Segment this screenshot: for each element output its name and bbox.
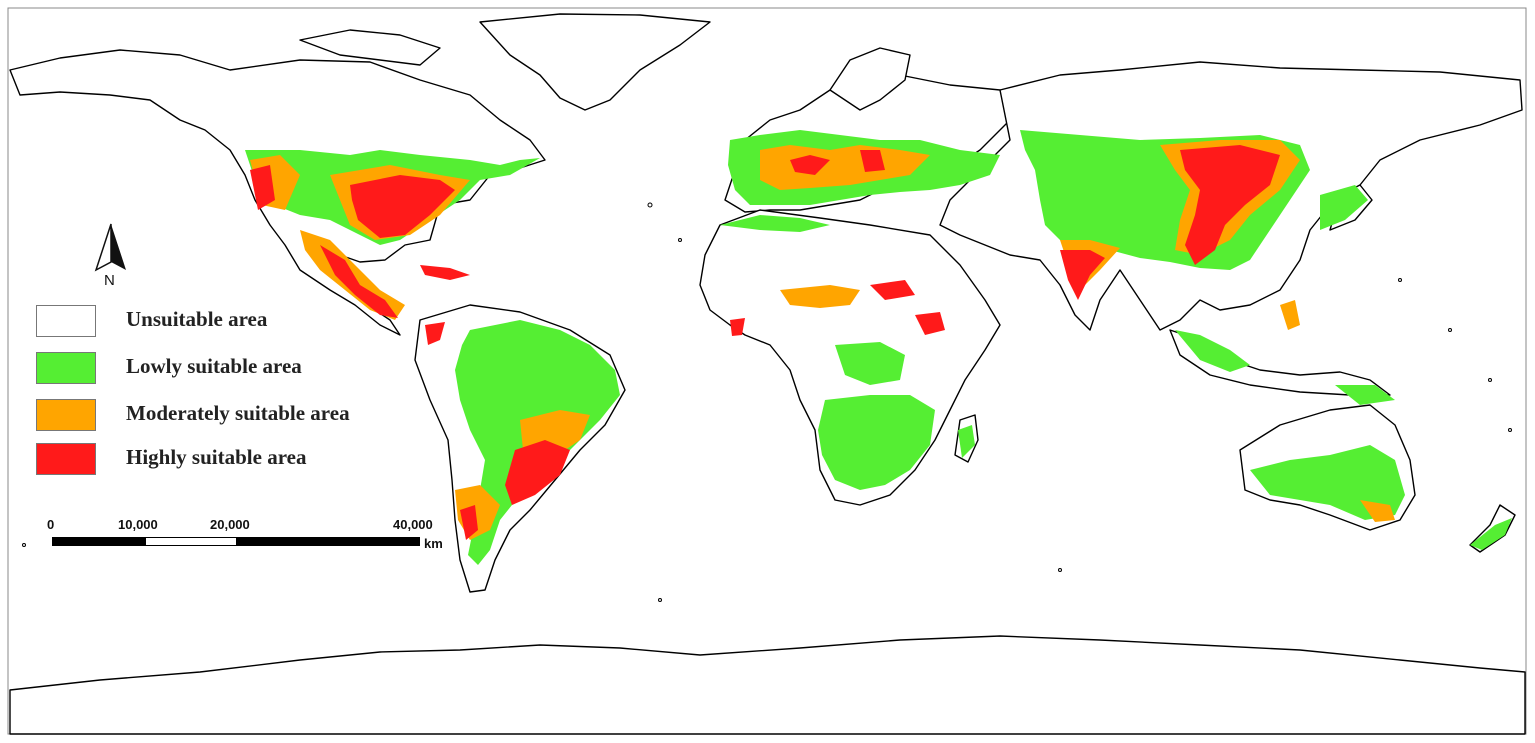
scale-tick-label: 0 <box>47 517 55 532</box>
scale-bar-segment <box>145 537 237 546</box>
legend-swatch <box>36 352 96 384</box>
legend-item-unsuitable: Unsuitable area <box>36 305 456 341</box>
scandinavia-outline <box>829 47 911 111</box>
legend-item-lowly-suitable: Lowly suitable area <box>36 352 456 388</box>
scale-tick-label: 10,000 <box>118 517 158 532</box>
north-arrow-icon <box>94 223 126 272</box>
legend-swatch <box>36 305 96 337</box>
highly-suitable-regions <box>250 145 1280 540</box>
scale-bar-segment <box>52 537 145 546</box>
legend-item-highly-suitable: Highly suitable area <box>36 443 456 479</box>
legend-label: Lowly suitable area <box>126 354 302 378</box>
north-arrow-label: N <box>104 272 115 289</box>
legend-swatch <box>36 443 96 475</box>
small-islands <box>22 202 1512 602</box>
arctic-islands-outline <box>299 29 441 66</box>
legend-label: Highly suitable area <box>126 445 307 469</box>
legend-item-moderately-suitable: Moderately suitable area <box>36 399 456 435</box>
greenland-outline <box>479 13 711 111</box>
scale-bar-segment <box>237 537 420 546</box>
legend-swatch <box>36 399 96 431</box>
scale-tick-label: 20,000 <box>210 517 250 532</box>
antarctica-outline <box>9 635 1526 735</box>
legend-label: Unsuitable area <box>126 307 268 331</box>
scale-unit-label: km <box>424 536 443 551</box>
scale-tick-label: 40,000 <box>393 517 433 532</box>
legend-label: Moderately suitable area <box>126 401 350 425</box>
